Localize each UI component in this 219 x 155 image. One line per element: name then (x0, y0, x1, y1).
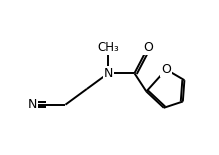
Text: N: N (27, 98, 37, 111)
Text: O: O (143, 41, 153, 54)
Text: O: O (161, 63, 171, 76)
Text: CH₃: CH₃ (97, 41, 119, 54)
Text: N: N (104, 67, 113, 80)
